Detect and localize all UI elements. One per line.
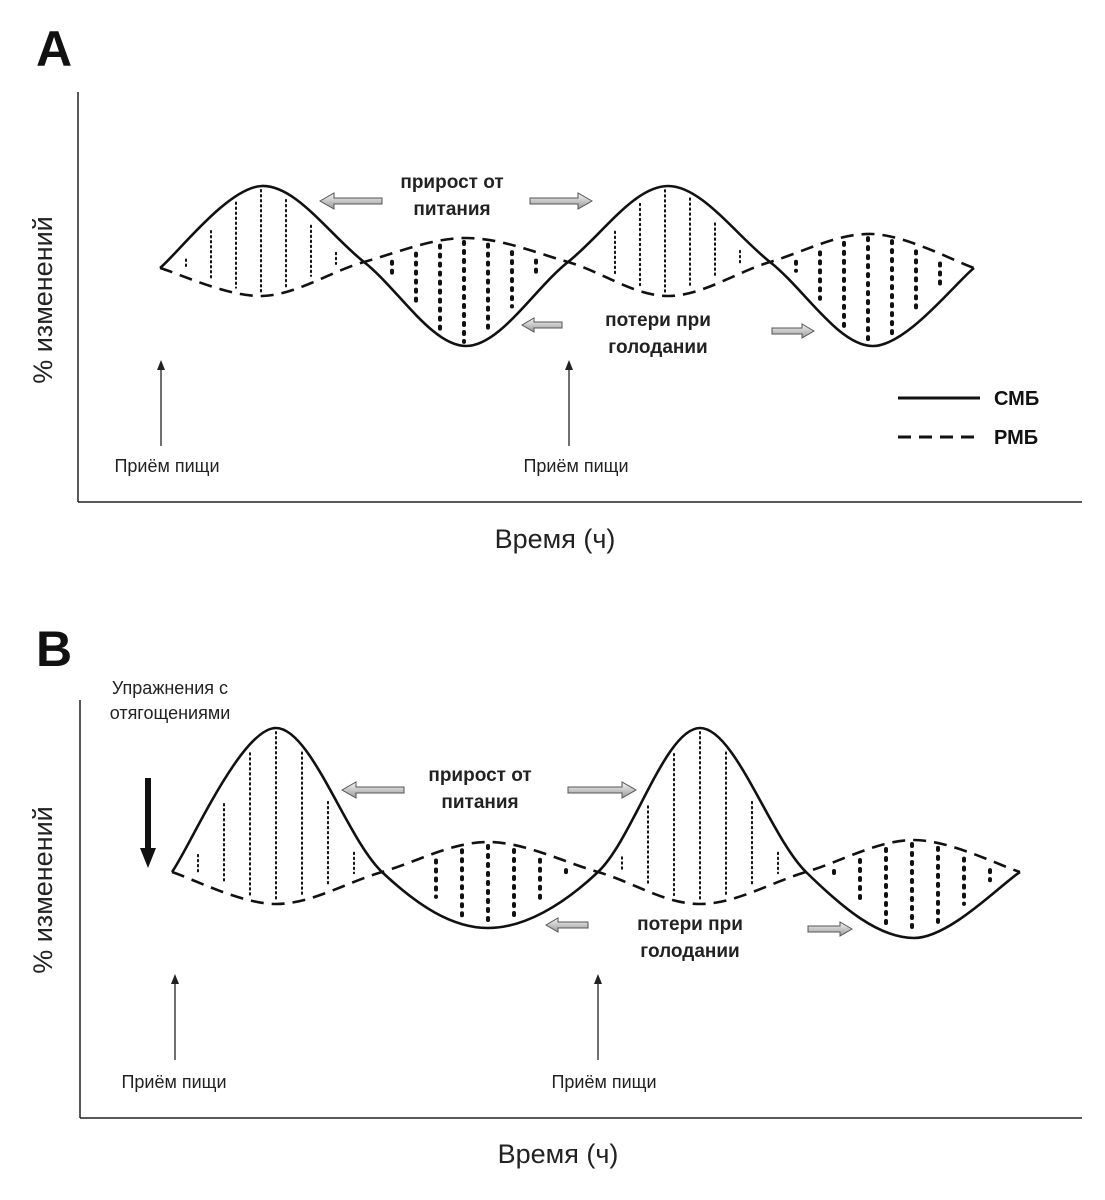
panel-b-meal-arrowhead-2: [594, 974, 602, 984]
panel-a-label: A: [36, 21, 72, 77]
panel-b-exercise-line-1: Упражнения с: [112, 678, 228, 698]
panel-a-meal-arrowhead-1: [157, 360, 165, 370]
panel-b-y-axis-title: % изменений: [28, 806, 58, 974]
panel-b-exercise-arrowhead: [140, 848, 156, 868]
panel-a-gain-arrow-right: [529, 192, 594, 210]
panel-a-gain-line-1: прирост от: [400, 172, 503, 193]
panel-b-exercise-line-2: отягощениями: [110, 703, 231, 723]
panel-a-gain-arrow-left: [318, 192, 383, 210]
panel-b-gain-arrow-left: [340, 781, 405, 799]
panel-a-loss-arrow-left: [521, 317, 563, 333]
legend-smb-label: СМБ: [994, 388, 1039, 410]
panel-b-gain-arrow-right: [567, 781, 638, 799]
legend-rmb-label: РМБ: [994, 427, 1038, 449]
panel-a-loss-line-2: голодании: [608, 337, 707, 358]
panel-b-meal-label-1: Приём пищи: [121, 1072, 226, 1092]
panel-b: B % изменений Время (ч) Упражнения с отя…: [28, 621, 1082, 1169]
panel-a-x-axis-title: Время (ч): [495, 524, 616, 554]
panel-b-loss-line-2: голодании: [640, 941, 739, 962]
panel-b-x-axis-title: Время (ч): [498, 1139, 619, 1169]
panel-b-meal-arrowhead-1: [171, 974, 179, 984]
panel-a-gain-line-2: питания: [413, 199, 490, 220]
panel-a-meal-arrowhead-2: [565, 360, 573, 370]
panel-b-gain-line-2: питания: [441, 792, 518, 813]
panel-b-rmb-curve: [171, 838, 1021, 906]
panel-b-loss-arrow-right: [807, 921, 853, 937]
panel-b-gain-line-1: прирост от: [428, 765, 531, 786]
panel-a: A % изменений Время (ч) прирост от питан…: [28, 21, 1082, 554]
panel-a-loss-arrow-right: [771, 323, 815, 339]
panel-a-loss-line-1: потери при: [605, 310, 711, 331]
panel-a-hatching: [185, 189, 942, 344]
panel-a-meal-label-2: Приём пищи: [523, 456, 628, 476]
panel-b-label: B: [36, 621, 72, 677]
panel-a-rmb-curve: [159, 232, 975, 298]
panel-b-loss-line-1: потери при: [637, 914, 743, 935]
panel-a-y-axis-title: % изменений: [28, 216, 58, 384]
panel-b-hatching: [197, 731, 992, 936]
panel-b-loss-arrow-left: [545, 917, 589, 933]
panel-a-meal-label-1: Приём пищи: [114, 456, 219, 476]
panel-b-meal-label-2: Приём пищи: [551, 1072, 656, 1092]
